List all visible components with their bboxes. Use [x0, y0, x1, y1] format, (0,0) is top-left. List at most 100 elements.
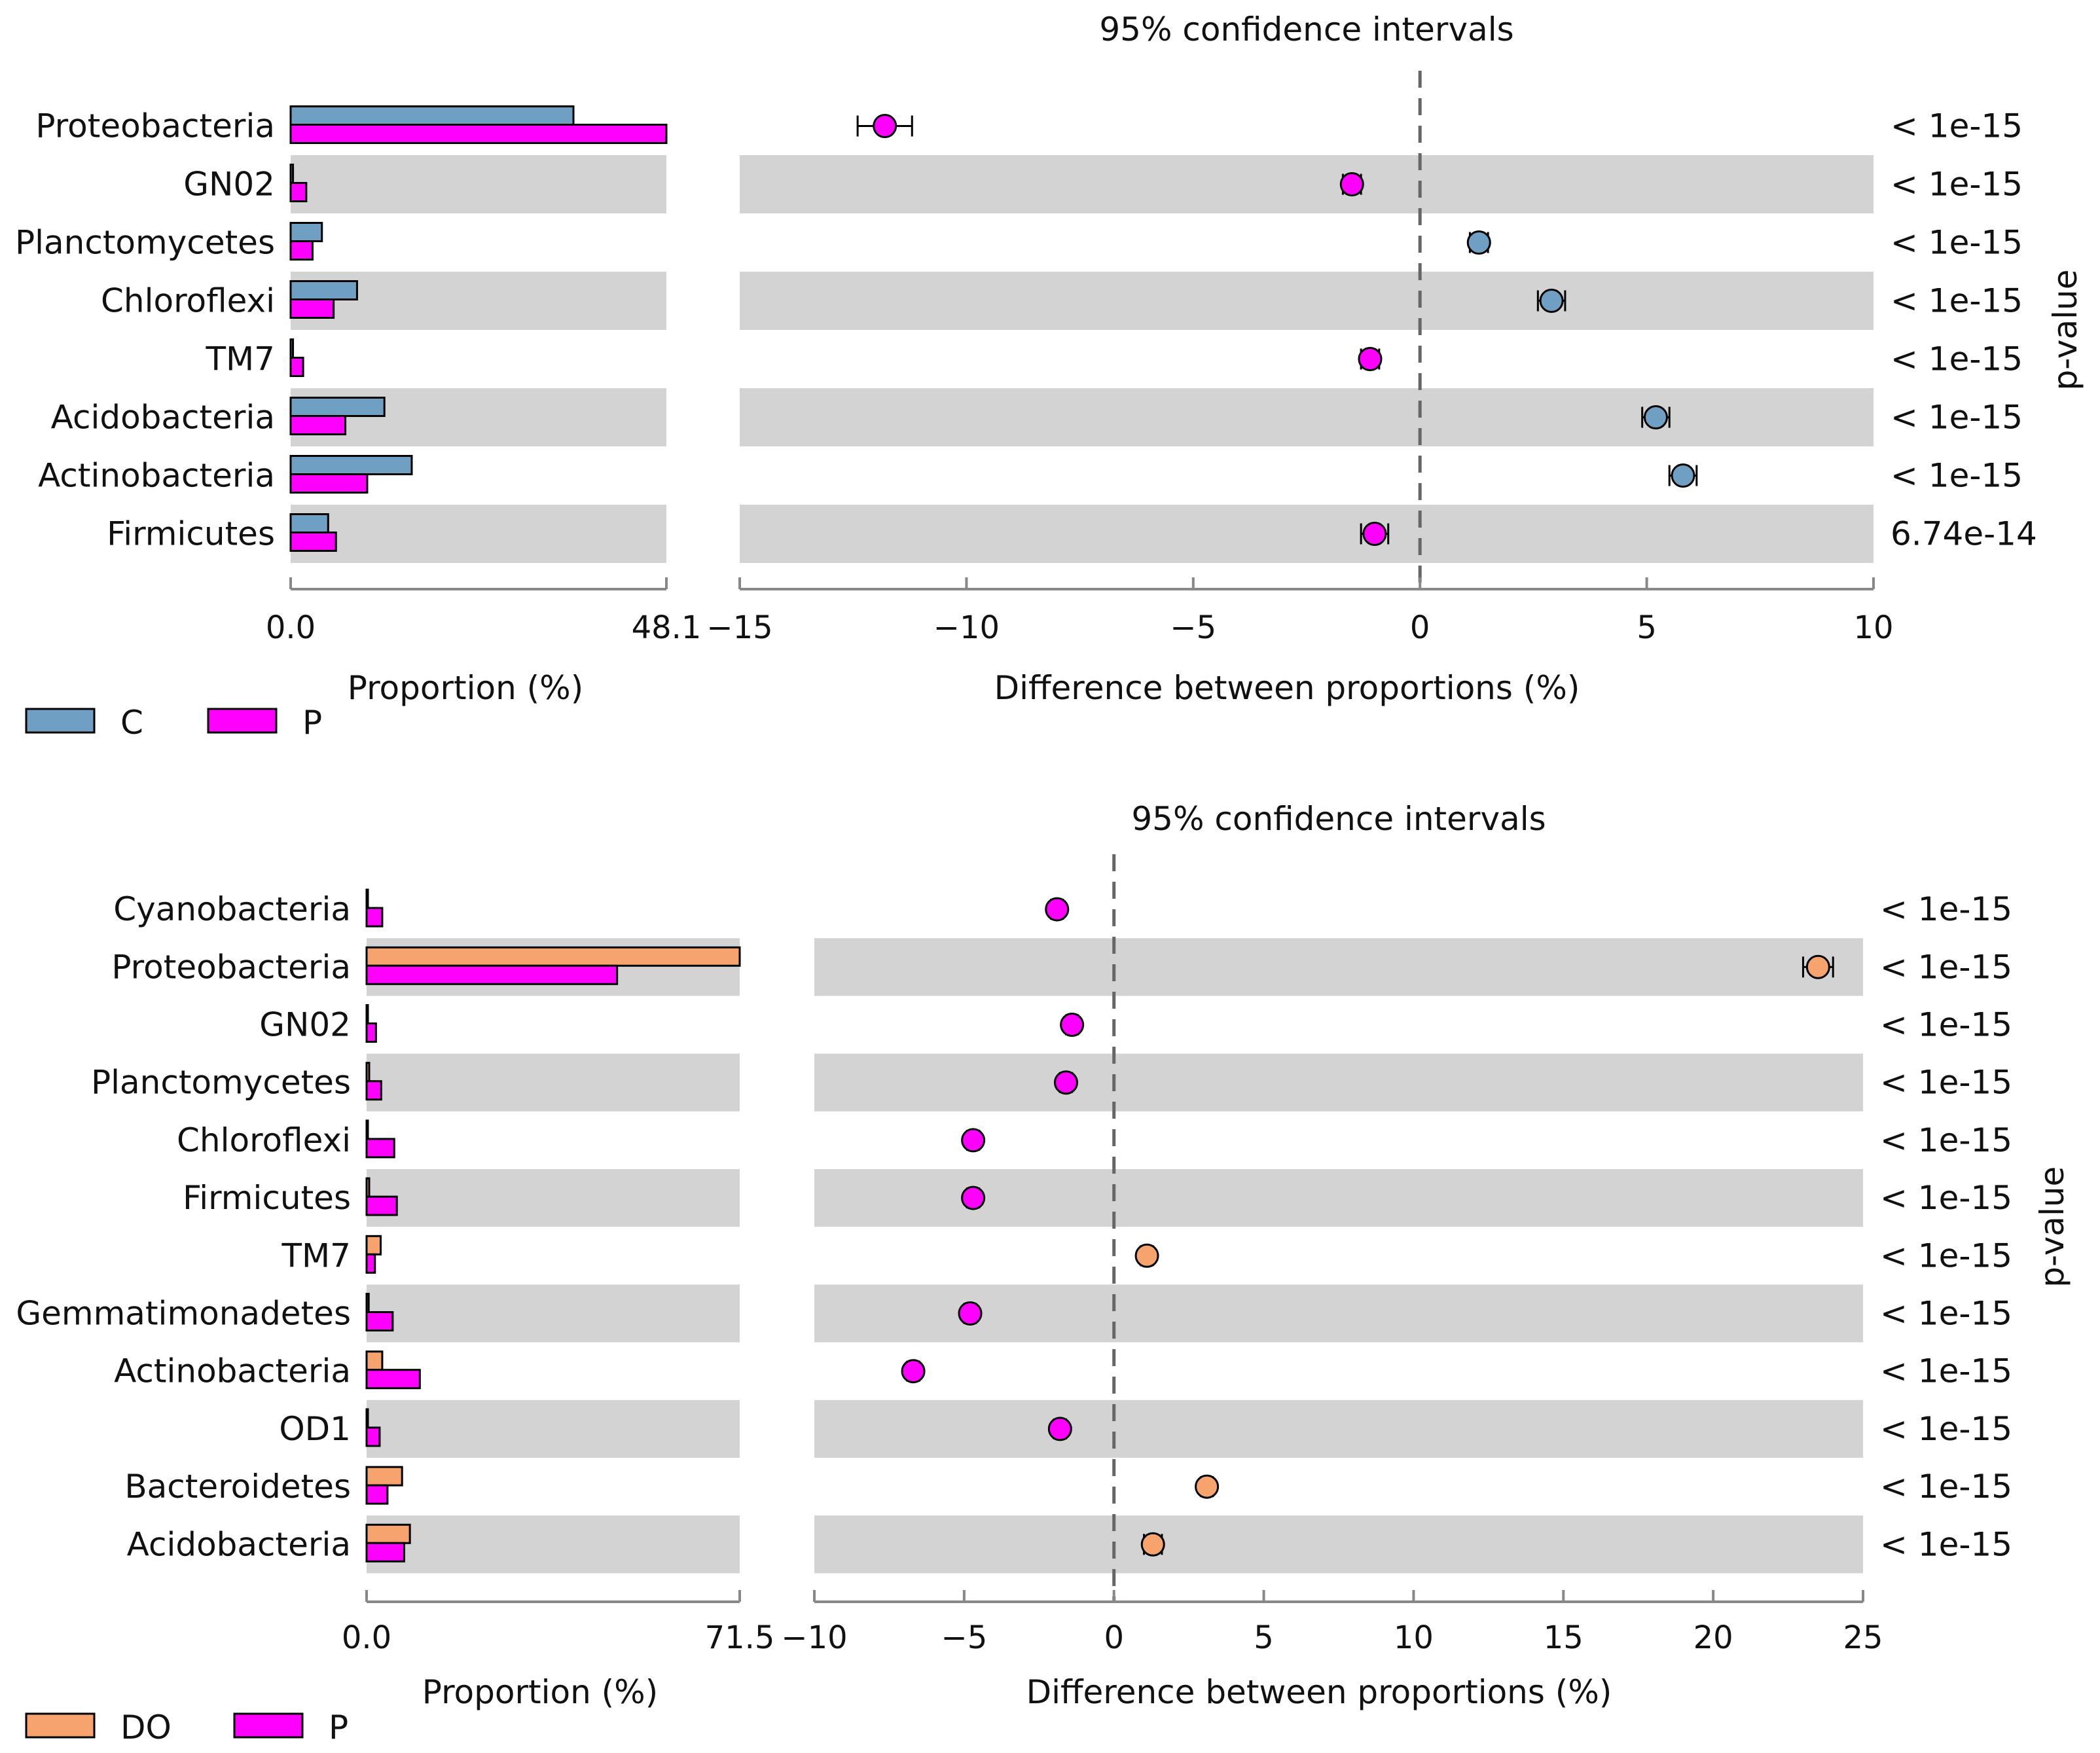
- diff-point-Actinobacteria: [901, 1359, 926, 1384]
- bar-P-Actinobacteria: [289, 473, 369, 494]
- difference-tick-label: 15: [1544, 1619, 1584, 1656]
- difference-tick-label: −10: [933, 609, 1000, 646]
- bar-DO-GN02: [365, 1004, 369, 1024]
- category-label: Bacteroidetes: [124, 1468, 351, 1506]
- bar-P-Acidobacteria: [365, 1542, 405, 1563]
- bar-DO-Firmicutes: [365, 1177, 371, 1198]
- difference-axis-title: Difference between proportions (%): [994, 669, 1580, 707]
- bar-C-Firmicutes: [289, 513, 329, 533]
- bar-DO-Planctomycetes: [365, 1062, 371, 1083]
- difference-tick-label: 5: [1637, 609, 1657, 646]
- p-value-label: < 1e-15: [1891, 166, 2023, 204]
- diff-point-Cyanobacteria: [1045, 897, 1070, 922]
- proportion-tick-label: 48.1: [632, 609, 702, 646]
- bar-P-Firmicutes: [365, 1195, 398, 1216]
- bar-DO-Cyanobacteria: [365, 888, 369, 909]
- diff-point-TM7: [1358, 347, 1383, 371]
- category-label: Acidobacteria: [127, 1525, 351, 1563]
- p-value-label: < 1e-15: [1880, 890, 2012, 928]
- proportion-tick-label: 0.0: [266, 609, 316, 646]
- legend-label-DO: DO: [120, 1708, 172, 1746]
- category-label: TM7: [206, 340, 276, 378]
- row-band: [814, 1515, 1863, 1574]
- p-value-axis-label: p-value: [2046, 269, 2084, 390]
- difference-tick-label: 5: [1254, 1619, 1274, 1656]
- category-label: Chloroflexi: [101, 282, 275, 320]
- bar-P-Actinobacteria: [365, 1369, 421, 1390]
- bar-DO-Chloroflexi: [365, 1119, 369, 1140]
- row-band: [814, 1284, 1863, 1343]
- bar-P-Gemmatimonadetes: [365, 1311, 394, 1331]
- panel-bottom: 95% confidence intervals Cyanobacteria < 1…: [16, 800, 2071, 1746]
- diff-point-Planctomycetes: [1466, 230, 1491, 255]
- difference-axis-title: Difference between proportions (%): [1026, 1673, 1612, 1711]
- p-value-label: < 1e-15: [1880, 1237, 2012, 1274]
- legend-label-P: P: [329, 1708, 348, 1746]
- proportion-tick-label: 71.5: [705, 1619, 775, 1656]
- category-label: TM7: [281, 1237, 352, 1274]
- legend-swatch-C: [25, 708, 96, 734]
- p-value-label: < 1e-15: [1880, 948, 2012, 986]
- legend-swatch-DO: [25, 1712, 96, 1739]
- row-band: [740, 505, 1874, 563]
- row-band: [814, 938, 1863, 996]
- panel-top: 95% confidence intervals Proteobacteria < …: [15, 10, 2084, 742]
- bar-P-Proteobacteria: [365, 964, 619, 985]
- p-value-label: < 1e-15: [1880, 1352, 2012, 1390]
- bar-P-Planctomycetes: [365, 1080, 382, 1101]
- row-band: [367, 1284, 740, 1343]
- p-value-label: < 1e-15: [1891, 457, 2023, 495]
- bar-C-Planctomycetes: [289, 222, 323, 242]
- category-label: Actinobacteria: [114, 1352, 351, 1390]
- p-value-label: < 1e-15: [1880, 1006, 2012, 1044]
- difference-tick-label: 0: [1410, 609, 1430, 646]
- row-band: [367, 1169, 740, 1227]
- category-label: Gemmatimonadetes: [16, 1295, 351, 1333]
- bar-DO-Gemmatimonadetes: [365, 1293, 370, 1313]
- bar-C-GN02: [289, 164, 295, 184]
- p-value-label: < 1e-15: [1880, 1410, 2012, 1448]
- diff-point-Proteobacteria: [873, 114, 897, 138]
- bar-P-OD1: [365, 1426, 381, 1447]
- difference-tick-label: −10: [781, 1619, 847, 1656]
- row-band: [291, 155, 666, 213]
- p-value-label: < 1e-15: [1891, 340, 2023, 378]
- bar-C-Proteobacteria: [289, 105, 575, 126]
- row-band: [291, 505, 666, 563]
- category-label: Firmicutes: [107, 515, 275, 553]
- difference-tick-label: −5: [941, 1619, 987, 1656]
- proportion-tick-label: 0.0: [342, 1619, 391, 1656]
- proportion-axis-title: Proportion (%): [348, 669, 583, 707]
- row-band: [367, 1515, 740, 1574]
- p-value-axis-label: p-value: [2033, 1166, 2071, 1288]
- bar-P-Proteobacteria: [289, 124, 668, 144]
- category-label: Proteobacteria: [35, 107, 275, 145]
- p-value-label: < 1e-15: [1880, 1121, 2012, 1159]
- legend-label-C: C: [120, 704, 143, 742]
- bar-P-TM7: [289, 357, 304, 377]
- bar-DO-Actinobacteria: [365, 1350, 384, 1371]
- bar-P-GN02: [289, 182, 308, 202]
- diff-point-Firmicutes: [961, 1185, 986, 1210]
- row-band: [740, 155, 1874, 213]
- diff-point-Chloroflexi: [961, 1128, 986, 1153]
- chart-title: 95% confidence intervals: [1099, 10, 1513, 48]
- difference-tick-label: 0: [1104, 1619, 1124, 1656]
- p-value-label: < 1e-15: [1891, 107, 2023, 145]
- bar-P-Chloroflexi: [365, 1138, 395, 1159]
- p-value-label: < 1e-15: [1891, 224, 2023, 262]
- row-band: [367, 1400, 740, 1458]
- bar-P-GN02: [365, 1022, 377, 1043]
- category-label: Planctomycetes: [91, 1064, 351, 1102]
- row-band: [740, 388, 1874, 446]
- category-label: GN02: [183, 166, 275, 204]
- bar-DO-Proteobacteria: [365, 946, 741, 967]
- diff-point-Chloroflexi: [1539, 289, 1564, 313]
- row-band: [814, 1400, 1863, 1458]
- diff-point-TM7: [1134, 1243, 1159, 1268]
- p-value-label: < 1e-15: [1880, 1525, 2012, 1563]
- bar-C-Acidobacteria: [289, 397, 386, 417]
- category-label: Planctomycetes: [15, 224, 275, 262]
- bar-P-Cyanobacteria: [365, 907, 384, 928]
